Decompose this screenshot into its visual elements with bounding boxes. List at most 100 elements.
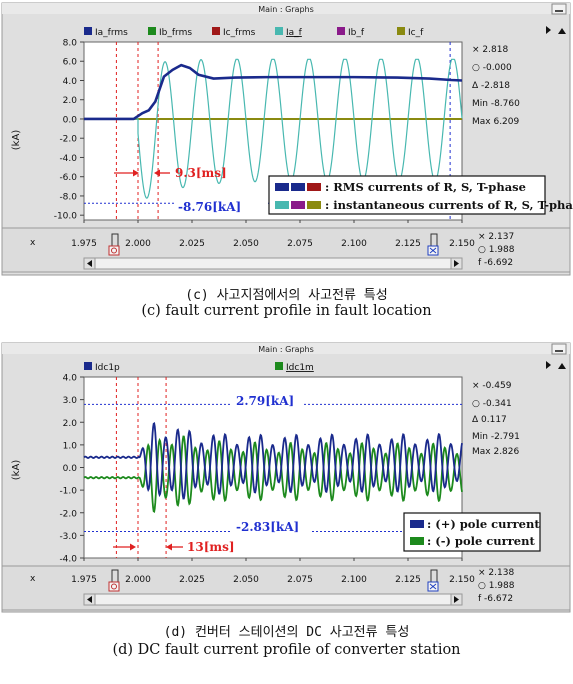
caption-korean-d: (d) 컨버터 스테이션의 DC 사고전류 특성	[163, 625, 410, 640]
x-tick-label: 2.075	[287, 239, 313, 249]
svg-text:f -6.672: f -6.672	[478, 594, 513, 604]
horizontal-scrollbar[interactable]	[83, 593, 463, 606]
x-tick-label: 2.050	[233, 575, 259, 585]
svg-text:: instantaneous currents of R,: : instantaneous currents of R, S, T-phas…	[325, 198, 573, 212]
svg-text:: (+) pole current: : (+) pole current	[427, 517, 540, 531]
svg-text:Ic_f: Ic_f	[408, 28, 424, 38]
svg-text:Ib_frms: Ib_frms	[159, 28, 192, 38]
caption-korean-c: (c) 사고지점에서의 사고전류 특성	[185, 288, 388, 303]
right-scroll-arrows[interactable]	[546, 361, 566, 369]
y-tick-label: -2.0	[59, 135, 77, 145]
legend-item-idc1p[interactable]: Idc1p	[84, 362, 120, 373]
y-tick-label: -1.0	[59, 487, 77, 497]
overlay-legend: : RMS currents of R, S, T-phase : instan…	[268, 175, 573, 215]
svg-text:Min -2.791: Min -2.791	[472, 432, 520, 442]
minimize-button[interactable]	[551, 343, 567, 355]
legend-item-ic-f[interactable]: Ic_f	[397, 27, 424, 38]
horizontal-scrollbar[interactable]	[83, 257, 463, 270]
svg-text:Ic_frms: Ic_frms	[223, 28, 256, 38]
x-tick-label: 2.150	[449, 575, 475, 585]
svg-text:Idc1p: Idc1p	[95, 363, 120, 373]
y-tick-label: 4.0	[63, 77, 78, 87]
minimize-button[interactable]	[551, 3, 567, 15]
svg-text:○ -0.341: ○ -0.341	[472, 399, 512, 409]
y-tick-label: 4.0	[63, 374, 78, 384]
window-title: Main : Graphs	[258, 345, 314, 354]
legend-item-ia-f[interactable]: Ia_f	[275, 27, 303, 38]
time-annotation: 13[ms]	[113, 540, 235, 554]
cursor-readout: × 2.818 ○ -0.000 Δ -2.818 Min -8.760 Max…	[472, 45, 520, 127]
svg-text:Max 2.826: Max 2.826	[472, 447, 520, 457]
svg-text:Ia_frms: Ia_frms	[95, 28, 128, 38]
x-tick-label: 2.150	[449, 239, 475, 249]
svg-text:Min -8.760: Min -8.760	[472, 99, 520, 109]
legend-bar: Idc1p Idc1m	[84, 362, 314, 373]
level-annotation-label: -8.76[kA]	[178, 200, 241, 214]
x-axis-marker: x	[30, 238, 36, 248]
time-annotation-label: 13[ms]	[187, 540, 235, 554]
svg-text:Δ 0.117: Δ 0.117	[472, 415, 507, 425]
x-tick-label: 2.100	[341, 239, 367, 249]
window-title: Main : Graphs	[258, 5, 314, 14]
x-tick-label: 2.100	[341, 575, 367, 585]
x-tick-label: 1.975	[71, 575, 97, 585]
svg-text:× 2.138: × 2.138	[478, 568, 514, 578]
y-tick-label: 1.0	[63, 441, 78, 451]
y-tick-label: 0.0	[63, 464, 78, 474]
x-cursor-readout: × 2.138 ○ 1.988 f -6.672	[478, 568, 515, 604]
svg-text:Max 6.209: Max 6.209	[472, 117, 520, 127]
y-tick-label: -3.0	[59, 532, 77, 542]
cursor-1-handle[interactable]	[108, 569, 120, 592]
y-axis-label: (kA)	[11, 130, 22, 151]
svg-text:× 2.818: × 2.818	[472, 45, 508, 55]
level-annotation-bottom: -2.83[kA]	[236, 520, 299, 534]
svg-text:Idc1m: Idc1m	[286, 363, 314, 373]
y-tick-label: 2.0	[63, 419, 78, 429]
svg-text:Ia_f: Ia_f	[286, 28, 303, 38]
svg-text:○ 1.988: ○ 1.988	[478, 245, 515, 255]
y-tick-label: -8.0	[59, 192, 77, 202]
x-tick-label: 2.050	[233, 239, 259, 249]
svg-text:○ 1.988: ○ 1.988	[478, 581, 515, 591]
y-tick-label: 3.0	[63, 396, 78, 406]
x-tick-label: 2.125	[395, 239, 421, 249]
x-axis-marker: x	[30, 574, 36, 584]
x-cursor-readout: × 2.137 ○ 1.988 f -6.692	[478, 232, 515, 268]
svg-text:× 2.137: × 2.137	[478, 232, 514, 242]
right-scroll-arrows[interactable]	[546, 26, 566, 34]
y-axis-label: (kA)	[11, 460, 22, 481]
legend-item-ic-frms[interactable]: Ic_frms	[212, 27, 256, 38]
cursor-2-handle[interactable]	[427, 569, 439, 592]
graph-panel-d: Main : Graphs Idc1p Idc1m (kA) 4.0 3.0 2.0…	[1, 342, 571, 613]
legend-item-ib-f[interactable]: Ib_f	[337, 27, 365, 38]
x-tick-label: 2.000	[125, 575, 151, 585]
y-tick-label: -10.0	[54, 212, 78, 222]
svg-text:Ib_f: Ib_f	[348, 28, 365, 38]
series-idc1p-line	[83, 422, 463, 500]
cursor-readout: × -0.459 ○ -0.341 Δ 0.117 Min -2.791 Max…	[472, 381, 520, 457]
caption-english-c: (c) fault current profile in fault locat…	[141, 303, 432, 319]
y-tick-label: -6.0	[59, 173, 77, 183]
x-tick-label: 2.000	[125, 239, 151, 249]
cursor-2-handle[interactable]	[427, 233, 439, 256]
legend-item-ia-frms[interactable]: Ia_frms	[84, 27, 128, 38]
time-annotation-label: 9.3[ms]	[175, 166, 227, 180]
svg-text:Δ -2.818: Δ -2.818	[472, 81, 510, 91]
x-tick-label: 2.025	[179, 575, 205, 585]
level-annotation-top: 2.79[kA]	[236, 394, 294, 408]
y-tick-label: 0.0	[63, 115, 78, 125]
cursor-1-handle[interactable]	[108, 233, 120, 256]
y-tick-label: 6.0	[63, 58, 78, 68]
y-tick-label: -4.0	[59, 555, 77, 565]
svg-text:× -0.459: × -0.459	[472, 381, 512, 391]
time-annotation: 9.3[ms]	[114, 166, 227, 180]
graph-panel-c: Main : Graphs Ia_frms Ib_frms Ic_frms Ia…	[1, 2, 573, 276]
x-tick-label: 1.975	[71, 239, 97, 249]
y-tick-label: 8.0	[63, 39, 78, 49]
legend-item-idc1m[interactable]: Idc1m	[275, 362, 314, 373]
svg-text:: (-) pole current: : (-) pole current	[427, 534, 535, 548]
legend-bar: Ia_frms Ib_frms Ic_frms Ia_f Ib_f Ic_f	[84, 27, 424, 38]
legend-item-ib-frms[interactable]: Ib_frms	[148, 27, 192, 38]
svg-text:○ -0.000: ○ -0.000	[472, 63, 512, 73]
y-tick-label: -2.0	[59, 509, 77, 519]
